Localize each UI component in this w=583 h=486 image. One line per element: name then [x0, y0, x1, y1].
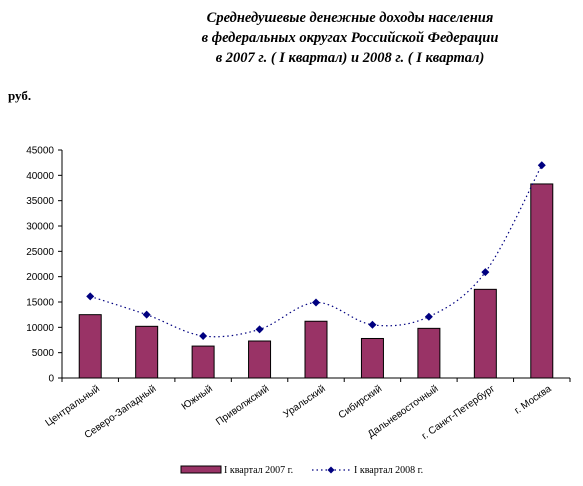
marker-2008-7 — [481, 268, 490, 277]
y-tick-label: 20000 — [26, 272, 54, 283]
category-label: Приволжский — [214, 383, 271, 428]
bar-2007-2 — [191, 345, 215, 379]
marker-2008-6 — [424, 312, 433, 321]
bar-2007-8 — [530, 183, 554, 379]
category-label: Центральный — [44, 383, 102, 428]
marker-2008-8 — [537, 161, 546, 170]
bar-2007-3 — [248, 340, 272, 379]
marker-2008-4 — [312, 298, 320, 307]
y-tick-label: 5000 — [32, 348, 55, 359]
y-tick-label: 30000 — [26, 222, 54, 233]
category-label: Уральский — [282, 383, 328, 420]
marker-2008-3 — [255, 325, 264, 334]
bar-2007-4 — [304, 320, 328, 379]
bar-2007-5 — [360, 337, 384, 379]
y-tick-label: 35000 — [26, 196, 54, 207]
marker-2008-2 — [199, 331, 208, 340]
bar-2007-0 — [78, 314, 102, 379]
marker-2008-0 — [86, 292, 95, 301]
y-tick-label: 45000 — [26, 146, 54, 157]
legend-label-2008: I квартал 2008 г. — [354, 465, 423, 476]
category-label: Южный — [180, 383, 215, 412]
y-tick-label: 25000 — [26, 247, 54, 258]
y-tick-label: 10000 — [26, 323, 54, 334]
title-line-3: в 2007 г. ( I квартал) и 2008 г. ( I ква… — [215, 50, 485, 66]
category-label: Сибирский — [336, 383, 384, 422]
y-axis-unit: руб. — [8, 88, 32, 103]
marker-2008-5 — [368, 320, 377, 329]
legend-swatch-2007 — [180, 465, 222, 474]
bar-2007-7 — [473, 288, 497, 379]
bar-2007-6 — [417, 327, 441, 379]
legend-marker-2008 — [327, 466, 335, 474]
legend-label-2007: I квартал 2007 г. — [224, 465, 293, 476]
line-2008 — [90, 164, 543, 338]
marker-2008-1 — [142, 310, 151, 319]
bar-2007-1 — [135, 325, 159, 379]
chart-title: Среднедушевые денежные доходы населения … — [150, 8, 550, 68]
category-label: г. Москва — [513, 383, 554, 416]
y-tick-label: 0 — [48, 374, 54, 385]
title-line-2: в федеральных округах Российской Федерац… — [201, 30, 499, 46]
y-tick-label: 40000 — [26, 171, 54, 182]
y-tick-label: 15000 — [26, 298, 54, 309]
title-line-1: Среднедушевые денежные доходы населения — [206, 10, 494, 26]
